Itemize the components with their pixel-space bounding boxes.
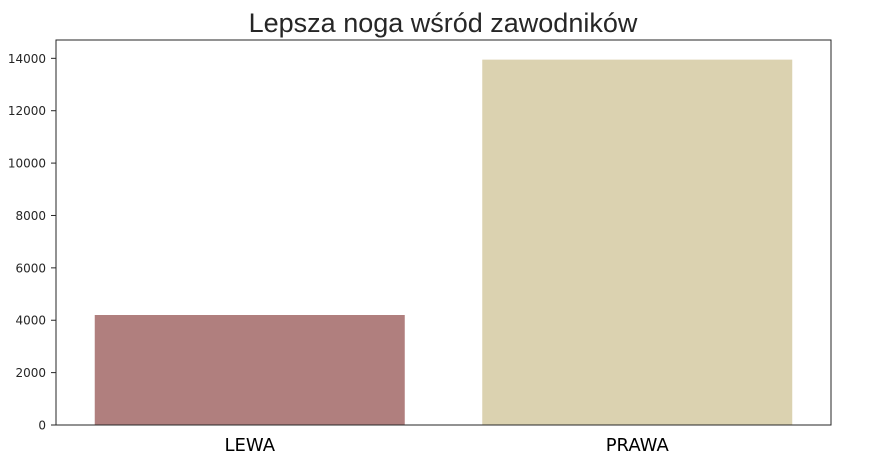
x-tick-label: PRAWA <box>606 435 670 456</box>
bar-lewa <box>94 315 405 425</box>
bars-layer <box>94 59 793 426</box>
y-tick-label: 12000 <box>8 104 46 118</box>
y-axis: 0 2000 4000 6000 8000 10000 12000 14000 <box>8 52 56 433</box>
y-tick-label: 2000 <box>15 366 46 380</box>
plot-frame <box>55 39 832 426</box>
y-tick-label: 4000 <box>15 314 46 328</box>
y-tick-label: 14000 <box>8 52 46 66</box>
x-tick-label: LEWA <box>224 435 275 456</box>
bar-prawa <box>482 59 793 426</box>
chart-title: Lepsza noga wśród zawodników <box>249 8 638 38</box>
y-tick-label: 8000 <box>15 209 46 223</box>
y-tick-label: 10000 <box>8 157 46 171</box>
y-tick-label: 6000 <box>15 261 46 275</box>
y-tick-label: 0 <box>38 419 46 433</box>
x-axis: LEWA PRAWA <box>224 435 669 456</box>
